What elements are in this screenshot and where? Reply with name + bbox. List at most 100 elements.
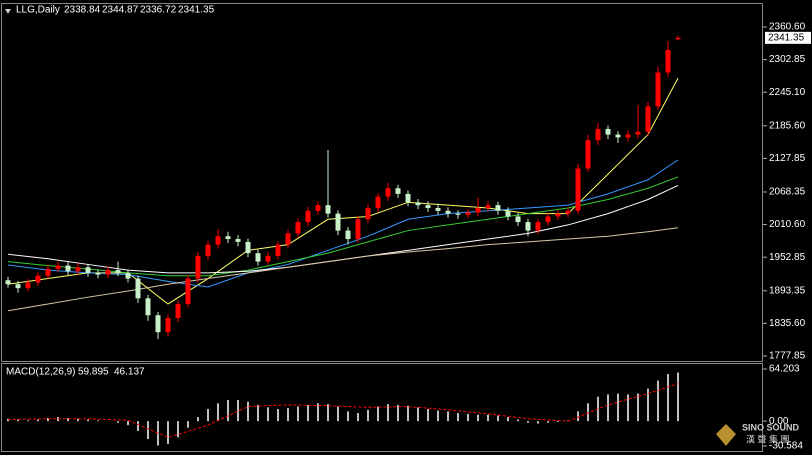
candle-body xyxy=(145,298,151,316)
candle-body xyxy=(15,284,21,289)
candle-body xyxy=(455,213,461,215)
candle-body xyxy=(355,219,361,240)
price-label: 2341.35 xyxy=(768,32,805,43)
candle-body xyxy=(395,188,401,194)
candle-body xyxy=(375,196,381,208)
candle-body xyxy=(155,315,161,333)
header-low: 2336.72 xyxy=(140,5,177,16)
candle-body xyxy=(615,134,621,138)
candle-body xyxy=(475,207,481,213)
candle-body xyxy=(55,265,61,269)
candle-body xyxy=(255,253,261,262)
candle-body xyxy=(675,37,681,40)
candle-body xyxy=(225,236,231,240)
candle-body xyxy=(195,255,201,279)
chart-title: LLG,Daily xyxy=(16,5,60,16)
collapse-icon xyxy=(5,9,11,14)
moving-average xyxy=(7,176,679,277)
candle-body xyxy=(335,213,341,231)
y-tick-label: 2185.60 xyxy=(769,120,806,131)
candle-body xyxy=(595,128,601,141)
header-close: 2341.35 xyxy=(178,5,215,16)
y-tick-label: 1893.35 xyxy=(769,285,806,296)
candle-body xyxy=(115,270,121,273)
candle-body xyxy=(495,205,501,211)
candle-body xyxy=(535,222,541,231)
candle-body xyxy=(35,275,41,283)
y-tick-label: 2302.85 xyxy=(769,54,806,65)
candle-body xyxy=(345,230,351,240)
candle-body xyxy=(235,239,241,242)
candle-body xyxy=(265,255,271,262)
y-tick-label: 1952.85 xyxy=(769,252,806,263)
candle-body xyxy=(585,140,591,169)
price-label-box xyxy=(765,31,811,44)
macd-panel-border xyxy=(1,363,763,452)
candle-body xyxy=(665,49,671,73)
candle-body xyxy=(85,267,91,273)
header-high: 2344.87 xyxy=(102,5,139,16)
candle-body xyxy=(315,205,321,211)
y-tick-label: 1777.85 xyxy=(769,351,806,362)
candle-body xyxy=(305,210,311,223)
candle-body xyxy=(385,188,391,197)
logo-icon xyxy=(716,424,736,446)
candle-body xyxy=(65,265,71,272)
candle-body xyxy=(245,241,251,254)
candle-body xyxy=(575,168,581,211)
candle-body xyxy=(295,222,301,234)
candle-body xyxy=(135,278,141,299)
candle-body xyxy=(525,222,531,231)
watermark-brand: SINO SOUND xyxy=(742,422,800,432)
macd-main-value: 59.895 xyxy=(78,367,109,378)
candle-body xyxy=(515,216,521,223)
y-tick-label: 2068.35 xyxy=(769,187,806,198)
candle-body xyxy=(5,280,11,285)
y-tick-label: 2127.85 xyxy=(769,153,806,164)
candle-body xyxy=(175,303,181,319)
candle-body xyxy=(645,106,651,132)
candle-body xyxy=(405,193,411,203)
candle-body xyxy=(365,207,371,220)
candle-body xyxy=(415,202,421,206)
macd-title: MACD(12,26,9) xyxy=(6,367,75,378)
candle-body xyxy=(545,216,551,223)
watermark-chinese: 漢 聲 集 團 xyxy=(746,433,790,444)
macd-signal-value: 46.137 xyxy=(114,367,145,378)
candle-body xyxy=(75,267,81,272)
candle-body xyxy=(485,205,491,208)
candle-body xyxy=(425,205,431,208)
candle-body xyxy=(25,282,31,289)
candle-body xyxy=(465,212,471,215)
candle-body xyxy=(625,134,631,138)
candle-body xyxy=(635,131,641,135)
y-tick-label: 2010.60 xyxy=(769,219,806,230)
y-tick-label: 1835.60 xyxy=(769,318,806,329)
candle-body xyxy=(325,205,331,214)
candle-body xyxy=(275,244,281,256)
candle-body xyxy=(565,210,571,214)
candle-body xyxy=(45,268,51,276)
candle-body xyxy=(165,318,171,333)
main-panel-border xyxy=(1,3,763,362)
candle-body xyxy=(95,272,101,275)
candle-body xyxy=(655,72,661,107)
candle-body xyxy=(555,213,561,217)
y-tick-label: 64.203 xyxy=(769,364,800,375)
y-tick-label: 2245.10 xyxy=(769,87,806,98)
candle-body xyxy=(215,236,221,245)
candle-body xyxy=(105,270,111,275)
candle-body xyxy=(605,128,611,135)
moving-average xyxy=(7,227,679,312)
y-tick-label: 0.00 xyxy=(769,416,789,427)
candle-body xyxy=(205,244,211,256)
candle-body xyxy=(125,272,131,279)
candle-body xyxy=(435,207,441,211)
candle-body xyxy=(505,210,511,217)
y-tick-label: 2360.60 xyxy=(769,22,806,33)
candle-body xyxy=(445,210,451,214)
header-open: 2338.84 xyxy=(64,5,101,16)
y-tick-label: -30.584 xyxy=(769,441,803,452)
